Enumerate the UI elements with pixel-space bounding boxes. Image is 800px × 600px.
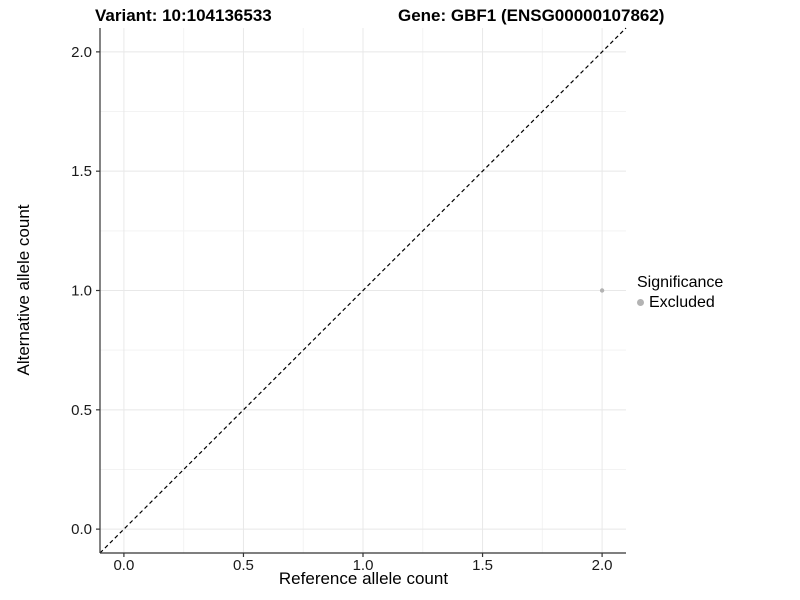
y-tick-label: 1.5 — [71, 163, 92, 180]
y-tick-label: 2.0 — [71, 44, 92, 61]
y-tick-label: 0.5 — [71, 402, 92, 419]
x-tick-label: 2.0 — [592, 557, 613, 574]
x-axis-title: Reference allele count — [278, 569, 449, 588]
y-tick-label: 0.0 — [71, 521, 92, 538]
legend-title: Significance — [637, 274, 724, 291]
plot-title-gene: Gene: GBF1 (ENSG00000107862) — [398, 6, 665, 25]
x-tick-label: 1.5 — [472, 557, 493, 574]
legend: Significance Excluded — [637, 273, 723, 312]
legend-item-label: Excluded — [649, 294, 715, 311]
legend-marker-circle-icon — [637, 299, 644, 306]
identity-dashed-line — [99, 27, 627, 554]
y-tick-label: 1.0 — [71, 283, 92, 300]
x-tick-label: 1.0 — [353, 557, 374, 574]
legend-item: Excluded — [637, 293, 723, 312]
y-axis-title: Alternative allele count — [14, 204, 33, 376]
data-point — [599, 288, 605, 293]
plot-title-variant: Variant: 10:104136533 — [95, 6, 272, 25]
legend-items: Excluded — [637, 293, 723, 312]
x-tick-label: 0.0 — [113, 557, 134, 574]
x-tick-label: 0.5 — [233, 557, 254, 574]
